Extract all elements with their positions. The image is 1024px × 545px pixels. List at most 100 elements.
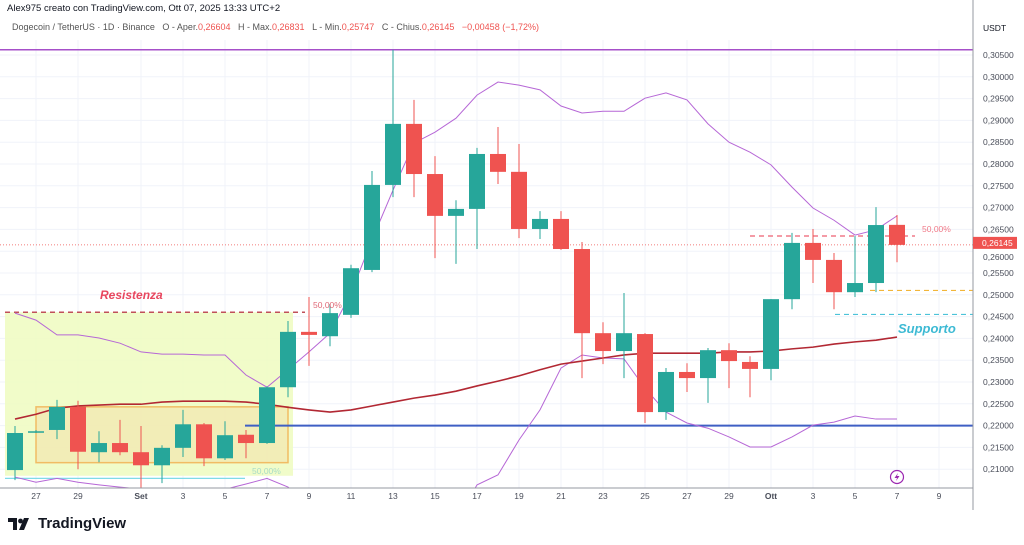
- candle-body: [763, 299, 779, 369]
- candle: [196, 422, 212, 467]
- price-tick-label: 0,22500: [983, 399, 1014, 409]
- candle: [91, 431, 107, 463]
- candle: [658, 368, 674, 420]
- high-value: 0,26831: [272, 22, 305, 32]
- candle-body: [238, 434, 254, 444]
- candle-body: [742, 361, 758, 369]
- candle: [133, 426, 149, 488]
- time-tick-label: 13: [388, 491, 398, 501]
- close-value: 0,26145: [421, 22, 455, 32]
- price-tick-label: 0,30000: [983, 72, 1014, 82]
- candle: [427, 156, 443, 259]
- tradingview-logo[interactable]: TradingView: [8, 515, 126, 532]
- candle: [280, 320, 296, 398]
- candle-body: [406, 123, 422, 175]
- candle-body: [721, 350, 737, 362]
- price-tick-label: 0,25500: [983, 268, 1014, 278]
- close-label: C - Chius.: [381, 22, 422, 32]
- flash-icon[interactable]: [889, 469, 905, 485]
- time-tick-label: 27: [682, 491, 692, 501]
- candle-body: [511, 171, 527, 229]
- candle-body: [175, 424, 191, 448]
- price-tick-label: 0,29000: [983, 115, 1014, 125]
- candle-body: [343, 268, 359, 315]
- price-tick-label: 0,21500: [983, 442, 1014, 452]
- candle: [385, 49, 401, 198]
- price-tick-label: 0,30500: [983, 50, 1014, 60]
- low-label: L - Min.: [312, 22, 342, 32]
- candle-body: [826, 259, 842, 293]
- candle: [763, 299, 779, 381]
- resistance-label: Resistenza: [100, 288, 163, 302]
- price-tick-label: 0,24000: [983, 333, 1014, 343]
- time-tick-label: 11: [347, 491, 356, 501]
- candle-body: [301, 331, 317, 335]
- candle: [784, 232, 800, 310]
- time-tick-label: 9: [937, 491, 942, 501]
- candle: [742, 356, 758, 398]
- candle: [595, 322, 611, 365]
- candle-body: [553, 218, 569, 250]
- symbol-name[interactable]: Dogecoin / TetherUS · 1D · Binance: [12, 22, 155, 32]
- time-tick-label: 17: [472, 491, 482, 501]
- candle-body: [847, 283, 863, 293]
- candle-body: [616, 333, 632, 352]
- time-tick-label: 5: [223, 491, 228, 501]
- candle: [805, 228, 821, 284]
- candle: [7, 426, 23, 481]
- candle-body: [28, 431, 44, 433]
- candle-body: [448, 208, 464, 216]
- candle-body: [700, 350, 716, 379]
- candle-body: [595, 333, 611, 352]
- candle-body: [574, 249, 590, 334]
- candle: [70, 400, 86, 470]
- candle: [616, 293, 632, 379]
- candle-body: [469, 153, 485, 209]
- candle-body: [637, 334, 653, 413]
- candle-body: [196, 424, 212, 459]
- price-tick-label: 0,23500: [983, 355, 1014, 365]
- candle: [175, 409, 191, 457]
- currency-label: USDT: [983, 23, 1006, 33]
- candle-body: [112, 443, 128, 453]
- candle: [238, 429, 254, 459]
- candle-body: [280, 331, 296, 388]
- candle-body: [427, 174, 443, 216]
- candle-body: [322, 313, 338, 337]
- price-tick-label: 0,26000: [983, 252, 1014, 262]
- candle: [154, 445, 170, 484]
- time-tick-label: 25: [640, 491, 650, 501]
- candle-body: [70, 406, 86, 452]
- open-label: O - Aper.: [162, 22, 198, 32]
- candle: [112, 419, 128, 456]
- time-tick-label: 15: [430, 491, 440, 501]
- candle: [490, 126, 506, 185]
- chart-credit: Alex975 creato con TradingView.com, Ott …: [7, 3, 281, 14]
- candle: [259, 386, 275, 444]
- candle: [826, 252, 842, 310]
- price-axis[interactable]: 0,30500 0,30000 0,29500 0,29000 0,28500 0,280…: [983, 50, 1014, 474]
- high-label: H - Max.: [238, 22, 273, 32]
- price-tick-label: 0,24500: [983, 312, 1014, 322]
- price-badge: 0,26145: [973, 236, 1017, 249]
- candle-body: [217, 435, 233, 459]
- upper-band-line: [14, 81, 898, 388]
- price-tick-label: 0,27500: [983, 181, 1014, 191]
- time-tick-label: 27: [31, 491, 41, 501]
- time-tick-label: 9: [307, 491, 312, 501]
- candle-body: [49, 406, 65, 430]
- price-tick-label: 0,29500: [983, 94, 1014, 104]
- logo-text: TradingView: [38, 515, 127, 532]
- candle: [700, 347, 716, 403]
- low-value: 0,25747: [341, 22, 375, 32]
- axes: USDT: [0, 0, 1006, 510]
- time-axis[interactable]: 27 29 Set 3 5 7 9 11 13 15 17 19 21 23 25 27 29 Ott 3 5 7 9: [31, 491, 941, 501]
- price-tick-label: 0,25000: [983, 290, 1014, 300]
- candle: [847, 235, 863, 297]
- candle: [511, 143, 527, 239]
- moving-average-line: [14, 336, 898, 420]
- candle-body: [259, 387, 275, 444]
- current-price-label: 0,26145: [982, 238, 1013, 248]
- candle: [364, 170, 380, 273]
